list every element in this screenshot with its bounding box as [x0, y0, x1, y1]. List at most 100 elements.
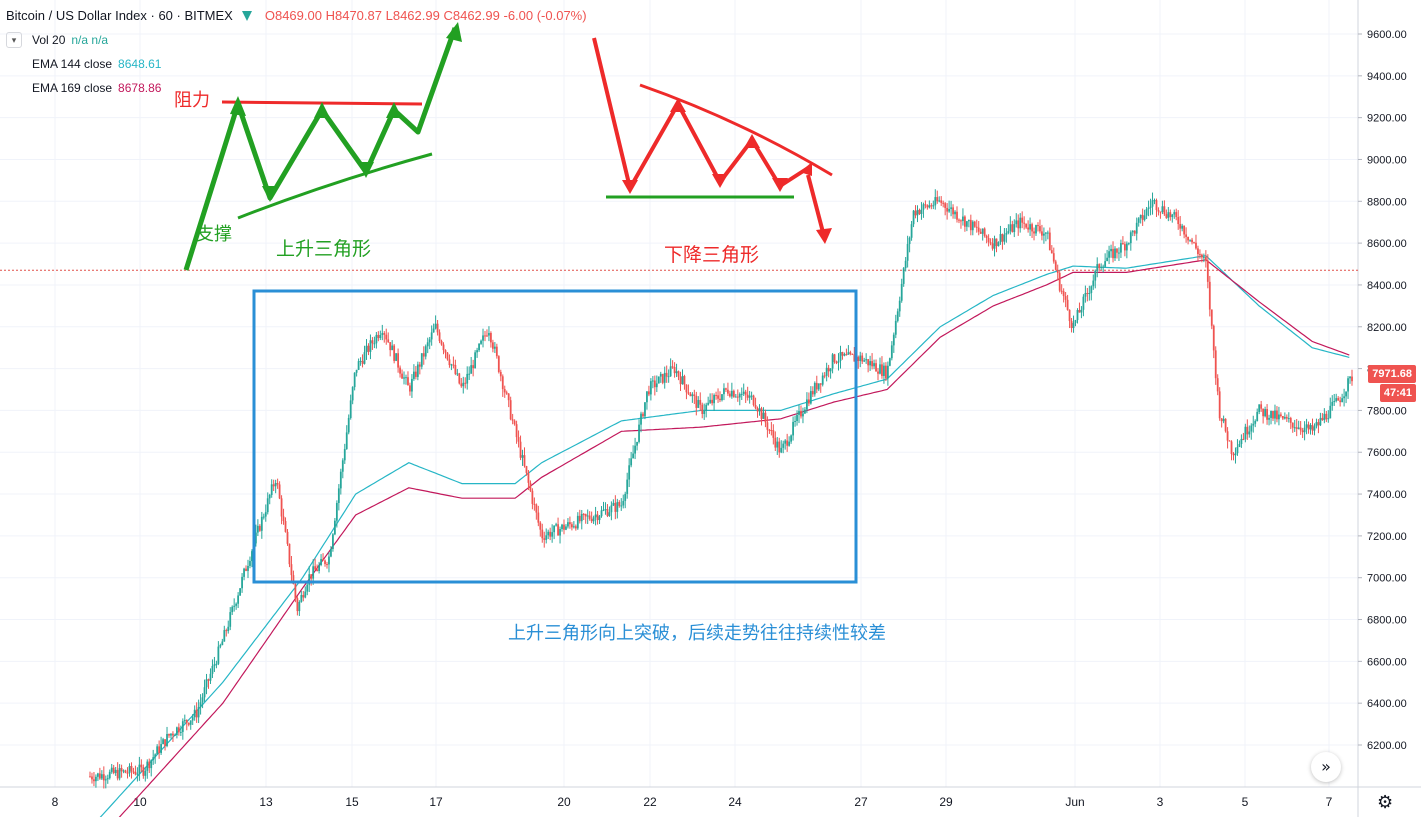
candle-body — [150, 760, 153, 769]
candle-body — [1276, 410, 1278, 420]
candle-body — [918, 209, 921, 214]
candle-body — [440, 341, 443, 345]
arrow-head-3 — [314, 102, 330, 118]
candle-body — [249, 561, 251, 566]
candle-body — [993, 238, 996, 249]
candle-body — [977, 227, 980, 232]
candle-body — [472, 365, 475, 369]
change-value: -6.00 (-0.07%) — [503, 8, 587, 23]
volume-row: ▾ Vol 20 n/a n/a — [6, 28, 587, 52]
breakout-note: 上升三角形向上突破，后续走势往往持续性较差 — [508, 623, 886, 644]
y-tick-label: 6800.00 — [1367, 615, 1407, 627]
candle-body — [1023, 222, 1026, 224]
arrow-head-r4 — [744, 134, 760, 148]
y-tick-label: 9600.00 — [1367, 29, 1407, 41]
candle-body — [956, 211, 958, 220]
candle-body — [586, 515, 589, 517]
candle-body — [967, 219, 970, 222]
candle-body — [426, 342, 429, 347]
candle-body — [1329, 405, 1332, 419]
candle-body — [1264, 409, 1267, 417]
candle-body — [114, 769, 117, 773]
candle-body — [399, 367, 401, 374]
candle-body — [162, 739, 164, 745]
candle-body — [642, 413, 644, 417]
candle-body — [620, 505, 623, 507]
candle-body — [306, 584, 309, 592]
candle-body — [432, 328, 435, 333]
candle-body — [95, 776, 97, 782]
candle-body — [811, 391, 814, 395]
x-tick-label: 15 — [345, 795, 359, 809]
candle-body — [1297, 427, 1300, 429]
candle-body — [831, 354, 834, 369]
arrow-head-1 — [230, 96, 246, 116]
candle-body — [1250, 425, 1253, 432]
candle-body — [584, 514, 587, 517]
candle-body — [687, 392, 690, 394]
chart-legend: Bitcoin / US Dollar Index · 60 · BITMEX … — [6, 4, 587, 100]
volume-label[interactable]: Vol 20 — [32, 33, 66, 47]
candle-body — [580, 513, 583, 522]
candle-body — [1291, 422, 1294, 428]
double-chevron-right-icon[interactable]: » — [1311, 752, 1341, 782]
descending-zigzag — [592, 37, 810, 190]
candle-body — [243, 568, 245, 577]
candle-body — [1066, 299, 1069, 310]
candle-body — [308, 574, 311, 585]
candle-body — [1076, 310, 1079, 321]
x-tick-label: 7 — [1326, 795, 1333, 809]
candle-body — [158, 746, 161, 754]
candle-body — [1351, 376, 1353, 382]
candle-body — [1104, 261, 1107, 267]
candle-body — [790, 435, 793, 442]
flag-icon[interactable] — [241, 10, 253, 22]
candle-body — [653, 380, 656, 388]
candle-body — [225, 630, 228, 632]
candle-body — [531, 490, 534, 504]
candle-body — [1013, 224, 1016, 233]
candle-body — [478, 343, 480, 351]
resistance-label: 阻力 — [174, 90, 210, 111]
candle-body — [888, 358, 891, 366]
candle-body — [241, 576, 243, 589]
candle-body — [1165, 214, 1168, 218]
candle-body — [1179, 224, 1182, 229]
candle-body — [430, 332, 433, 340]
candle-body — [545, 535, 548, 540]
candle-body — [112, 767, 115, 773]
candle-body — [1341, 398, 1344, 403]
candle-body — [845, 354, 848, 356]
candle-body — [347, 417, 350, 433]
candle-body — [215, 663, 218, 665]
candle-body — [1141, 214, 1144, 220]
candle-body — [203, 687, 206, 698]
candle-body — [950, 207, 952, 209]
ema169-line — [118, 259, 1350, 817]
gear-icon[interactable]: ⚙ — [1377, 792, 1394, 813]
candle-body — [1131, 230, 1134, 233]
candle-body — [833, 354, 836, 363]
candle-body — [570, 524, 573, 528]
ascending-triangle-label: 上升三角形 — [276, 238, 372, 260]
candle-body — [938, 200, 941, 202]
ema144-label[interactable]: EMA 144 close — [32, 57, 113, 71]
symbol-title[interactable]: Bitcoin / US Dollar Index · 60 · BITMEX — [6, 8, 233, 23]
candle-body — [1122, 243, 1124, 245]
candle-body — [1039, 226, 1041, 232]
candle-body — [102, 774, 105, 781]
candle-body — [958, 219, 960, 221]
candle-body — [527, 472, 530, 483]
candle-body — [411, 378, 413, 392]
candle-body — [294, 584, 297, 599]
candle-body — [179, 731, 182, 733]
chevron-down-icon[interactable]: ▾ — [6, 32, 22, 48]
candle-body — [867, 359, 870, 366]
candle-body — [588, 515, 591, 519]
candle-body — [719, 398, 721, 401]
candle-body — [175, 727, 178, 735]
ema169-label[interactable]: EMA 169 close — [32, 81, 113, 95]
ema169-value: 8678.86 — [118, 81, 162, 95]
candle-body — [821, 375, 824, 385]
